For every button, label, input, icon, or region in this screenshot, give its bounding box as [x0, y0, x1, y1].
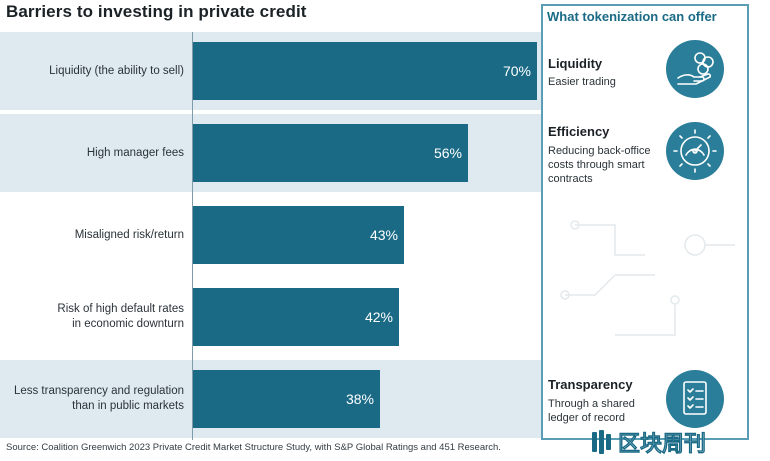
axis-divider — [192, 32, 193, 440]
category-label-text: High manager fees — [87, 146, 184, 161]
bar — [193, 124, 468, 182]
bar — [193, 42, 537, 100]
gear-gauge-icon — [666, 122, 724, 180]
watermark-text: 区块周刊 — [618, 431, 706, 456]
offer-desc-line: contracts — [548, 173, 593, 185]
offer-desc-line: Through a shared — [548, 398, 635, 410]
checklist-icon — [666, 370, 724, 428]
category-label: Less transparency and regulation than in … — [0, 360, 184, 438]
category-label-line: Misaligned risk/return — [74, 228, 184, 241]
panel-title: What tokenization can offer — [547, 9, 717, 24]
bar — [193, 370, 380, 428]
circuit-decoration — [560, 220, 735, 336]
hand-coins-icon — [666, 40, 724, 98]
bar — [193, 288, 399, 346]
offer-desc-line: ledger of record — [548, 412, 626, 424]
category-label-line: Liquidity (the ability to sell) — [49, 64, 184, 77]
offer-desc-efficiency: Reducing back-office costs through smart… — [548, 144, 658, 186]
bar — [193, 206, 404, 264]
offer-desc-line: Reducing back-office — [548, 145, 651, 157]
offer-heading-efficiency: Efficiency — [548, 124, 610, 139]
category-label-text: Risk of high default rates in economic do… — [57, 302, 184, 332]
offer-desc-line: costs through smart — [548, 159, 645, 171]
bar-value-label: 70% — [502, 63, 531, 79]
bar-value-label: 56% — [433, 145, 462, 161]
category-label: Risk of high default rates in economic do… — [0, 278, 184, 356]
category-label-line: than in public markets — [72, 400, 184, 412]
offer-desc-transparency: Through a shared ledger of record — [548, 397, 658, 425]
category-label-line: in economic downturn — [72, 318, 184, 330]
category-label-text: Less transparency and regulation than in … — [14, 384, 184, 414]
watermark-logo: 区块周刊 — [592, 430, 706, 456]
offer-desc-liquidity: Easier trading — [548, 75, 658, 89]
bar-value-label: 38% — [345, 391, 374, 407]
chart-title: Barriers to investing in private credit — [6, 2, 307, 21]
source-note: Source: Coalition Greenwich 2023 Private… — [6, 442, 501, 453]
category-label-line: Risk of high default rates — [57, 303, 184, 315]
category-label: High manager fees — [0, 114, 184, 192]
bar-value-label: 43% — [369, 227, 398, 243]
offer-heading-transparency: Transparency — [548, 377, 633, 392]
category-label-text: Liquidity (the ability to sell) — [49, 64, 184, 79]
offer-desc-line: Easier trading — [548, 76, 616, 88]
category-label-line: Less transparency and regulation — [13, 385, 184, 397]
category-label: Liquidity (the ability to sell) — [0, 32, 184, 110]
bar-value-label: 42% — [364, 309, 393, 325]
category-label-line: High manager fees — [86, 146, 184, 159]
tokenization-panel — [541, 4, 749, 440]
category-label-text: Misaligned risk/return — [75, 228, 184, 243]
offer-heading-liquidity: Liquidity — [548, 56, 603, 71]
category-label: Misaligned risk/return — [0, 196, 184, 274]
